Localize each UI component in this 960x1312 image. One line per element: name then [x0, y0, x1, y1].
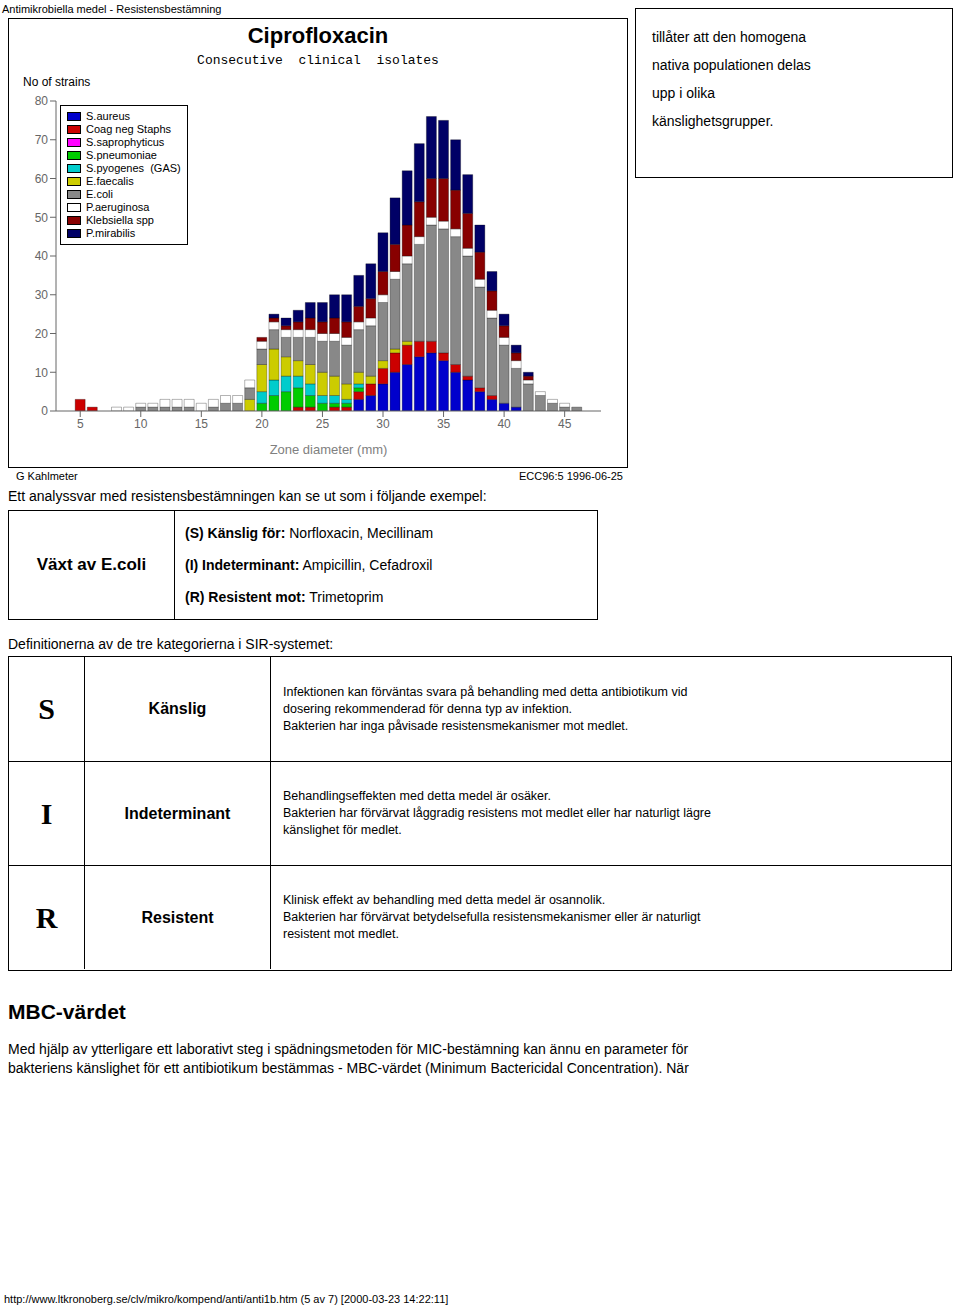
html-text:Känslig: Känslig	[148, 700, 207, 717]
svg-text:0: 0	[41, 404, 48, 418]
svg-text:20: 20	[35, 327, 49, 341]
html-text:upp i olika: upp i olika	[652, 85, 715, 101]
html-text:Behandlingseffekten med detta: Behandlingseffekten med detta medel är o…	[283, 789, 551, 803]
html-text:Bakterien har förvärvat låggra: Bakterien har förvärvat låggradig resist…	[283, 806, 711, 820]
html-text:Bakterien har förvärvat betyde: Bakterien har förvärvat betydelsefulla r…	[283, 910, 701, 924]
html-text:(S) Känslig för: Norfloxacin,: (S) Känslig för: Norfloxacin, Mecillinam	[185, 525, 434, 541]
html-text:E.coli: E.coli	[86, 188, 113, 200]
html-text:S.pneumoniae: S.pneumoniae	[86, 149, 157, 161]
html-text:Infektionen kan förväntas svar: Infektionen kan förväntas svara på behan…	[283, 684, 688, 699]
html-text:(R) Resistent mot: Trimetoprim: (R) Resistent mot: Trimetoprim	[185, 589, 384, 605]
html-text:http://www.ltkronoberg.se/clv/: http://www.ltkronoberg.se/clv/mikro/komp…	[4, 1293, 449, 1305]
svg-text:60: 60	[35, 172, 49, 186]
html-text:nativa populationen delas: nativa populationen delas	[652, 57, 811, 73]
svg-text:30: 30	[376, 417, 390, 431]
html-text:resistent mot medlet.: resistent mot medlet.	[283, 927, 399, 941]
html-text:(I) Indeterminant: Ampicillin,: (I) Indeterminant: Ampicillin, Cefadroxi…	[185, 557, 433, 573]
html-text:dosering rekommenderad för den: dosering rekommenderad för denna typ av …	[283, 701, 573, 716]
svg-text:35: 35	[437, 417, 451, 431]
svg-text:15: 15	[195, 417, 209, 431]
svg-text:45: 45	[558, 417, 572, 431]
html-text:tillåter att den homogena: tillåter att den homogena	[652, 29, 807, 45]
html-text:E.faecalis: E.faecalis	[86, 175, 134, 187]
html-text:Consecutive clinical isolates: Consecutive clinical isolates	[197, 53, 439, 68]
html-text:Med hjälp av ytterligare ett l: Med hjälp av ytterligare ett laborativt …	[8, 1041, 689, 1057]
html-text:känslighetsgrupper.: känslighetsgrupper.	[652, 113, 774, 129]
svg-text:80: 80	[35, 94, 49, 108]
html-text:MBC-värdet: MBC-värdet	[8, 1000, 126, 1023]
svg-text:10: 10	[134, 417, 148, 431]
html-text:S.aureus: S.aureus	[86, 110, 130, 122]
html-text:Ciprofloxacin: Ciprofloxacin	[247, 23, 389, 48]
html-text:Bakterien har inga påvisade re: Bakterien har inga påvisade resistensmek…	[283, 718, 629, 733]
html-text:bakteriens känslighet för ett: bakteriens känslighet för ett antibiotik…	[8, 1060, 689, 1076]
html-text:Klinisk effekt av behandling m: Klinisk effekt av behandling med detta m…	[283, 893, 606, 907]
svg-text:30: 30	[35, 288, 49, 302]
html-text:G Kahlmeter: G Kahlmeter	[16, 470, 78, 482]
svg-text:20: 20	[255, 417, 269, 431]
svg-text:70: 70	[35, 133, 49, 147]
svg-text:5: 5	[77, 417, 84, 431]
svg-text:10: 10	[35, 366, 49, 380]
html-text:Indeterminant: Indeterminant	[124, 804, 231, 822]
html-text:S.pyogenes (GAS): S.pyogenes (GAS)	[86, 162, 181, 174]
html-text:känslighet för medlet.: känslighet för medlet.	[283, 823, 402, 837]
html-text:P.mirabilis: P.mirabilis	[86, 227, 136, 239]
html-text:Antimikrobiella medel - Resist: Antimikrobiella medel - Resistensbestämn…	[2, 3, 222, 15]
html-text:S.saprophyticus: S.saprophyticus	[86, 136, 165, 148]
svg-text:40: 40	[35, 249, 49, 263]
html-text:Coag neg Staphs: Coag neg Staphs	[86, 123, 171, 135]
html-text:R: R	[35, 900, 58, 934]
svg-text:40: 40	[497, 417, 511, 431]
html-text:S: S	[38, 692, 55, 725]
html-text:No of strains: No of strains	[23, 75, 91, 89]
html-text:Växt av E.coli: Växt av E.coli	[36, 555, 147, 574]
html-text:Ett analyssvar med resistensbe: Ett analyssvar med resistensbestämningen…	[8, 488, 487, 504]
html-text:ECC96:5 1996-06-25: ECC96:5 1996-06-25	[519, 470, 623, 482]
html-text:Resistent: Resistent	[141, 908, 214, 926]
html-text:Klebsiella spp: Klebsiella spp	[86, 214, 154, 226]
svg-text:Zone diameter (mm): Zone diameter (mm)	[270, 442, 388, 457]
svg-text:50: 50	[35, 211, 49, 225]
html-text:P.aeruginosa: P.aeruginosa	[86, 201, 150, 213]
html-text:Definitionerna av de tre kateg: Definitionerna av de tre kategorierna i …	[8, 636, 334, 652]
html-text:I: I	[40, 796, 53, 830]
svg-text:25: 25	[316, 417, 330, 431]
